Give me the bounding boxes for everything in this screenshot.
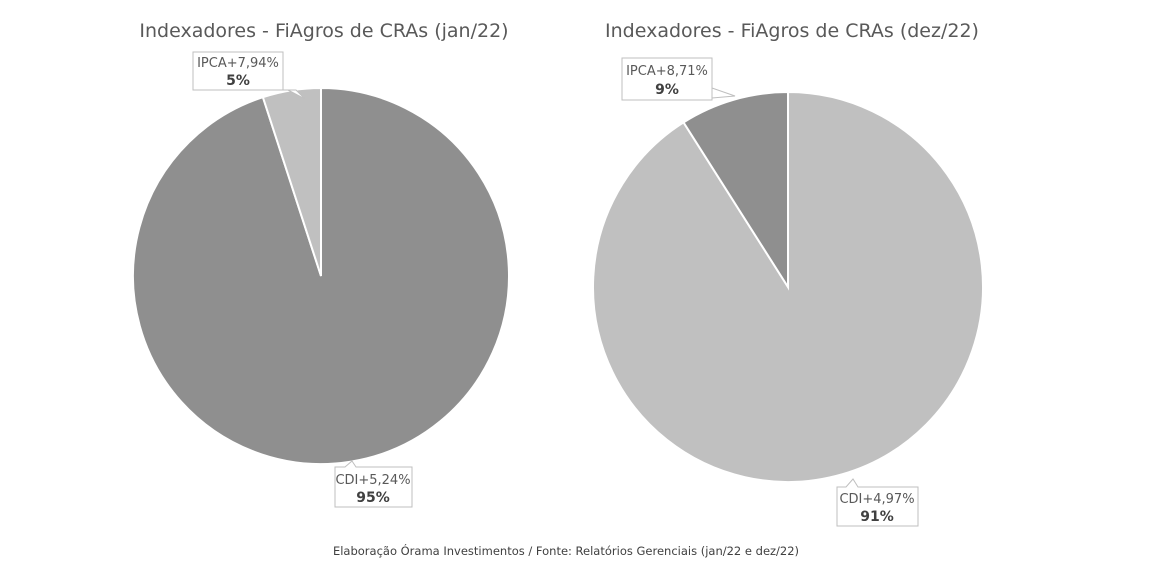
label-box-cdi-left — [334, 460, 413, 508]
slice-value-cdi-right: 91% — [860, 509, 894, 525]
label-box-cdi-right — [836, 478, 919, 527]
source-note: Elaboração Órama Investimentos / Fonte: … — [333, 543, 799, 558]
label-box-ipca-right — [621, 57, 736, 101]
pie-left — [132, 86, 510, 465]
slice-value-ipca-right: 9% — [655, 82, 679, 98]
slice-label-cdi-right: CDI+4,97% — [839, 492, 914, 507]
pie-right — [592, 90, 984, 483]
slice-label-cdi-left: CDI+5,24% — [335, 473, 410, 488]
chart-title-right: Indexadores - FiAgros de CRAs (dez/22) — [605, 20, 979, 42]
slice-value-cdi-left: 95% — [356, 490, 390, 506]
pie-slice-ipca — [682, 90, 789, 291]
slice-label-ipca-left: IPCA+7,94% — [197, 56, 279, 71]
label-box-ipca-left — [192, 51, 306, 100]
slice-value-ipca-left: 5% — [226, 73, 250, 89]
slice-label-ipca-right: IPCA+8,71% — [626, 64, 708, 79]
chart-title-left: Indexadores - FiAgros de CRAs (jan/22) — [139, 20, 508, 42]
